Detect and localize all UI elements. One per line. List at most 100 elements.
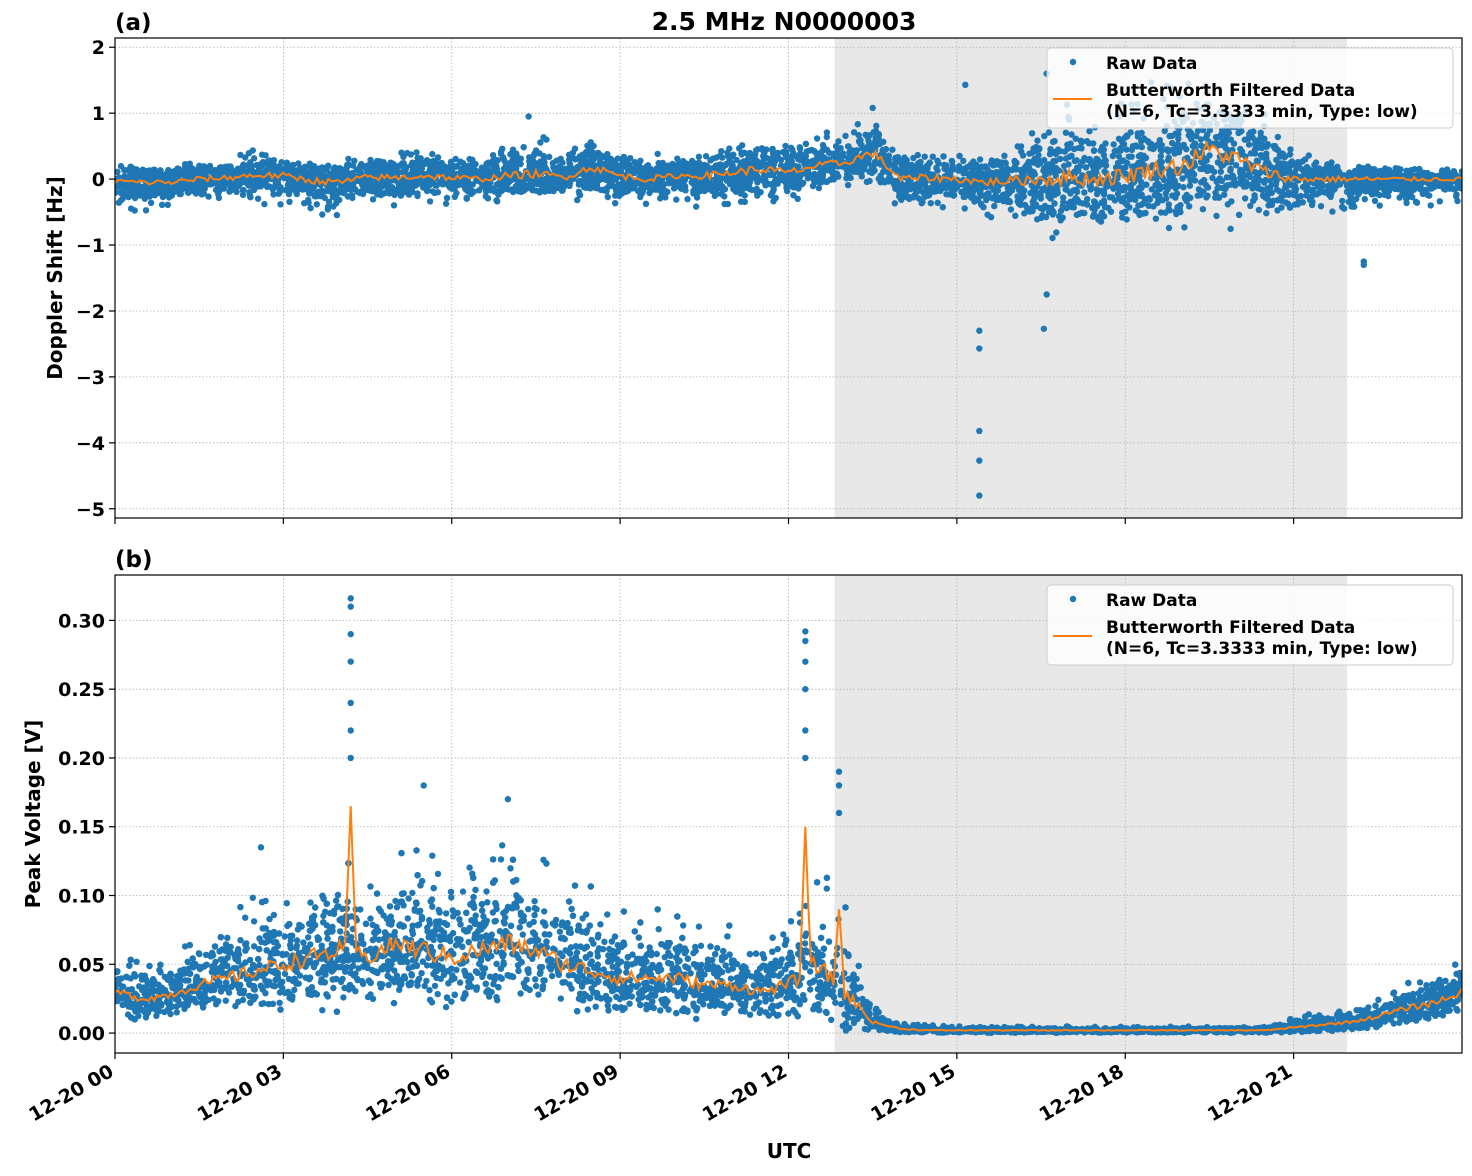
- raw-data-point: [1136, 212, 1142, 218]
- raw-data-point: [1050, 211, 1056, 217]
- raw-data-point: [726, 145, 732, 151]
- raw-data-point: [795, 196, 801, 202]
- raw-data-point: [178, 185, 184, 191]
- raw-data-point: [1179, 175, 1185, 181]
- raw-data-point: [795, 156, 801, 162]
- raw-data-point: [143, 168, 149, 174]
- panel-a-doppler: 210−1−2−3−4−5(a)Doppler Shift [Hz]Raw Da…: [43, 10, 1465, 524]
- raw-data-point: [1138, 138, 1144, 144]
- raw-data-point: [128, 205, 134, 211]
- raw-data-point: [761, 179, 767, 185]
- raw-data-point: [431, 180, 437, 186]
- raw-data-point: [941, 162, 947, 168]
- raw-data-point: [159, 202, 165, 208]
- raw-data-point: [572, 156, 578, 162]
- raw-data-point: [828, 162, 834, 168]
- raw-data-point: [211, 170, 217, 176]
- raw-data-point: [623, 182, 629, 188]
- raw-data-point: [1291, 192, 1297, 198]
- raw-data-point: [142, 173, 148, 179]
- raw-data-point: [1227, 166, 1233, 172]
- raw-data-point: [240, 179, 246, 185]
- raw-data-point: [1076, 211, 1082, 217]
- raw-data-point: [845, 143, 851, 149]
- raw-data-point: [1252, 195, 1258, 201]
- raw-data-point: [1009, 181, 1015, 187]
- raw-data-point: [1048, 205, 1054, 211]
- raw-data-point: [1029, 130, 1035, 136]
- raw-data-point: [1329, 208, 1335, 214]
- raw-data-point: [1166, 155, 1172, 161]
- raw-data-point: [225, 163, 231, 169]
- raw-data-point: [1063, 155, 1069, 161]
- raw-data-point: [738, 199, 744, 205]
- raw-data-point: [543, 136, 549, 142]
- raw-data-outlier: [1041, 326, 1047, 332]
- raw-data-point: [1074, 189, 1080, 195]
- raw-data-point: [521, 144, 527, 150]
- raw-data-point: [768, 192, 774, 198]
- raw-data-point: [842, 133, 848, 139]
- raw-data-point: [1273, 157, 1279, 163]
- raw-data-point: [1260, 192, 1266, 198]
- raw-data-point: [118, 163, 124, 169]
- raw-data-point: [501, 157, 507, 163]
- raw-data-point: [1246, 141, 1252, 147]
- raw-data-point: [1166, 133, 1172, 139]
- raw-data-point: [1228, 198, 1234, 204]
- raw-data-point: [1236, 212, 1242, 218]
- raw-data-point: [431, 190, 437, 196]
- raw-data-point: [855, 121, 861, 127]
- raw-data-point: [1012, 213, 1018, 219]
- raw-data-point: [246, 162, 252, 168]
- raw-data-point: [1377, 202, 1383, 208]
- raw-data-point: [427, 198, 433, 204]
- raw-data-point: [956, 153, 962, 159]
- raw-data-point: [507, 151, 513, 157]
- raw-data-point: [370, 196, 376, 202]
- raw-data-outlier: [1043, 291, 1049, 297]
- raw-data-point: [1154, 200, 1160, 206]
- raw-data-point: [262, 152, 268, 158]
- raw-data-point: [576, 189, 582, 195]
- raw-data-point: [416, 180, 422, 186]
- raw-data-point: [695, 165, 701, 171]
- raw-data-point: [1256, 207, 1262, 213]
- raw-data-point: [284, 160, 290, 166]
- raw-data-point: [1275, 134, 1281, 140]
- raw-data-point: [1103, 184, 1109, 190]
- raw-data-point: [763, 146, 769, 152]
- raw-data-point: [454, 182, 460, 188]
- raw-data-point: [305, 199, 311, 205]
- raw-data-point: [1139, 144, 1145, 150]
- raw-data-point: [770, 198, 776, 204]
- raw-data-point: [1086, 128, 1092, 134]
- raw-data-point: [919, 199, 925, 205]
- raw-data-point: [1366, 181, 1372, 187]
- raw-data-point: [741, 150, 747, 156]
- raw-data-point: [255, 196, 261, 202]
- raw-data-point: [845, 169, 851, 175]
- raw-data-point: [653, 184, 659, 190]
- raw-data-point: [814, 135, 820, 141]
- raw-data-point: [380, 165, 386, 171]
- raw-data-point: [788, 145, 794, 151]
- raw-data-point: [1360, 165, 1366, 171]
- raw-data-point: [372, 188, 378, 194]
- raw-data-point: [1038, 195, 1044, 201]
- raw-data-point: [1263, 210, 1269, 216]
- raw-data-point: [1423, 189, 1429, 195]
- raw-data-point: [854, 169, 860, 175]
- raw-data-point: [963, 188, 969, 194]
- raw-data-point: [991, 203, 997, 209]
- raw-data-point: [485, 195, 491, 201]
- raw-data-point: [1169, 147, 1175, 153]
- raw-data-point: [148, 173, 154, 179]
- raw-data-point: [1258, 134, 1264, 140]
- raw-data-point: [752, 156, 758, 162]
- raw-data-point: [1395, 166, 1401, 172]
- raw-data-point: [655, 151, 661, 157]
- raw-data-point: [1037, 160, 1043, 166]
- raw-data-point: [1091, 211, 1097, 217]
